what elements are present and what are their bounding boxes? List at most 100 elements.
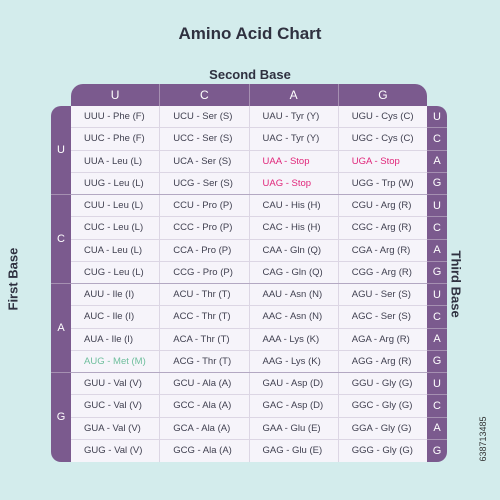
codon-cell: GGA - Gly (G) [351,422,412,434]
codon-cell: ACA - Thr (T) [160,328,250,350]
codon-cell: GCG - Ala (A) [160,439,250,462]
third-base-cell: A [427,418,447,440]
codon-cell: CUG - Leu (L) [71,261,161,283]
codon-cell: GAU - Asp (D) [250,373,339,395]
codon-cell: GGU - Gly (G) [351,378,413,389]
codon-cell: AUA - Ile (I) [71,328,161,350]
codon-row: CUC - Leu (L) CCC - Pro (P) CAC - His (H) C… [71,217,427,240]
codon-cell: ACU - Thr (T) [160,284,250,306]
third-base-cell: C [427,395,447,418]
first-base-u: U [51,106,71,195]
codon-cell: AGA - Arg (R) [351,333,410,345]
codon-cell: GUG - Val (V) [71,439,161,462]
codon-cell: AAU - Asn (N) [250,284,339,306]
codon-row: UUU - Phe (F) UCU - Ser (S) UAU - Tyr (Y) U… [71,106,427,129]
codon-cell: GCA - Ala (A) [160,417,250,439]
codon-cell: UCC - Ser (S) [160,128,250,150]
watermark-id: 638713485 [478,416,488,462]
codon-cell: UAC - Tyr (Y) [250,128,339,150]
codon-cell: GUC - Val (V) [71,395,161,417]
codon-cell: ACG - Thr (T) [160,350,250,372]
first-base-g: G [56,411,66,423]
stop-codon-cell: UAG - Stop [250,172,339,194]
third-base-cell: A [427,329,447,351]
codon-cell: GUA - Val (V) [71,417,161,439]
third-base-cell: U [427,106,447,129]
codon-cell: CAA - Gln (Q) [250,239,339,261]
codon-cell: AAA - Lys (K) [250,328,339,350]
codon-grid: UUU - Phe (F) UCU - Ser (S) UAU - Tyr (Y) U… [71,106,427,462]
second-base-g: G [378,88,388,102]
first-base-label: First Base [5,247,21,311]
codon-cell: GUU - Val (V) [71,373,161,395]
start-codon-cell: AUG - Met (M) [71,350,161,372]
codon-cell: UUU - Phe (F) [71,106,161,128]
third-base-cell: U [427,195,447,218]
codon-cell: UGU - Cys (C) [351,111,414,122]
third-base-cell: C [427,306,447,329]
third-base-cell: C [427,128,447,151]
codon-cell: GGC - Gly (G) [351,400,413,412]
stop-codon-cell: UAA - Stop [250,150,339,172]
first-base-column: U C A G [51,106,71,462]
chart-title: Amino Acid Chart [178,24,322,43]
codon-cell: AAC - Asn (N) [250,306,339,328]
codon-row: AUU - Ile (I) ACU - Thr (T) AAU - Asn (N) A… [71,284,427,307]
codon-cell: GAG - Glu (E) [250,439,339,462]
codon-cell: CAU - His (H) [250,195,339,217]
codon-cell: AUC - Ile (I) [71,306,161,328]
codon-cell: UAU - Tyr (Y) [250,106,339,128]
codon-cell: CGU - Arg (R) [351,200,412,211]
codon-row: AUA - Ile (I) ACA - Thr (T) AAA - Lys (K) A… [71,328,427,351]
first-base-a: A [51,284,71,373]
codon-cell: CUU - Leu (L) [71,195,161,217]
third-base-label: Third Base [448,250,464,318]
codon-row: UUA - Leu (L) UCA - Ser (S) UAA - Stop UGA … [71,150,427,173]
codon-cell: AGC - Ser (S) [351,311,411,323]
codon-cell: CAC - His (H) [250,217,339,239]
codon-row: UUC - Phe (F) UCC - Ser (S) UAC - Tyr (Y) U… [71,128,427,151]
codon-cell: UCG - Ser (S) [160,172,250,194]
second-base-u: U [71,84,161,106]
third-base-cell: U [427,284,447,307]
codon-cell: CGG - Arg (R) [351,266,412,278]
codon-cell: AGU - Ser (S) [351,289,411,300]
second-base-c: C [160,84,250,106]
second-base-header: U C A G [71,84,427,106]
codon-cell: UGG - Trp (W) [351,177,414,189]
codon-row: AUG - Met (M) ACG - Thr (T) AAG - Lys (K) A… [71,350,427,373]
codon-cell: UGC - Cys (C) [351,133,414,145]
third-base-cell: A [427,240,447,262]
codon-cell: AUU - Ile (I) [71,284,161,306]
codon-row: CUU - Leu (L) CCU - Pro (P) CAU - His (H) C… [71,195,427,218]
codon-cell: CCU - Pro (P) [160,195,250,217]
codon-row: UUG - Leu (L) UCG - Ser (S) UAG - Stop UGG … [71,172,427,195]
third-base-cell: G [427,173,447,195]
codon-row: CUA - Leu (L) CCA - Pro (P) CAA - Gln (Q) C… [71,239,427,262]
third-base-cell: A [427,151,447,173]
third-base-cell: C [427,217,447,240]
codon-cell: CGC - Arg (R) [351,222,412,234]
stop-codon-cell: UGA - Stop [351,155,400,167]
codon-cell: AAG - Lys (K) [250,350,339,372]
codon-cell: GAA - Glu (E) [250,417,339,439]
codon-cell: UCA - Ser (S) [160,150,250,172]
codon-row: GUA - Val (V) GCA - Ala (A) GAA - Glu (E) G… [71,417,427,440]
first-base-c: C [51,195,71,284]
codon-cell: GAC - Asp (D) [250,395,339,417]
codon-cell: CUC - Leu (L) [71,217,161,239]
codon-cell: CUA - Leu (L) [71,239,161,261]
codon-row: GUU - Val (V) GCU - Ala (A) GAU - Asp (D) G… [71,373,427,396]
codon-cell: UCU - Ser (S) [160,106,250,128]
third-base-cell: G [427,351,447,373]
codon-cell: CGA - Arg (R) [351,244,411,256]
codon-cell: AGG - Arg (R) [351,355,412,367]
third-base-cell: G [427,262,447,284]
codon-cell: GCC - Ala (A) [160,395,250,417]
codon-row: CUG - Leu (L) CCG - Pro (P) CAG - Gln (Q) C… [71,261,427,284]
codon-row: GUC - Val (V) GCC - Ala (A) GAC - Asp (D) G… [71,395,427,418]
codon-cell: ACC - Thr (T) [160,306,250,328]
codon-row: AUC - Ile (I) ACC - Thr (T) AAC - Asn (N) A… [71,306,427,329]
codon-cell: CCG - Pro (P) [160,261,250,283]
